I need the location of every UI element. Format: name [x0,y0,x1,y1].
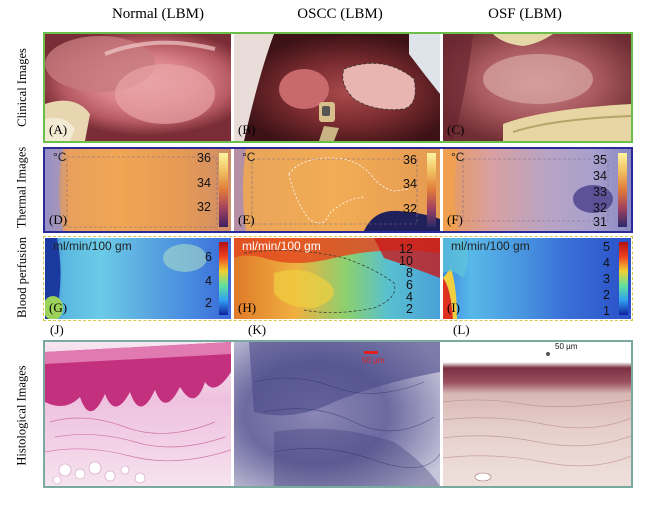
row-label-clinical: Clinical Images [14,47,29,127]
perfusion-tick-oscc-3: 6 [406,278,413,292]
thermal-tick-osf-4: 31 [593,215,607,229]
thermal-tick-normal-1: 34 [197,176,211,190]
thermal-colorbar-normal [219,153,228,227]
column-title-osf: OSF (LBM) [488,6,562,22]
perfusion-tick-osf-1: 4 [603,256,610,270]
perfusion-tick-osf-2: 3 [603,272,610,286]
panel-label-j: (J) [50,322,64,337]
thermal-image-oscc: °C 36 34 32 (E) [234,149,440,231]
thermal-normal-overlay [45,149,218,231]
perfusion-osf-overlay [443,238,468,319]
perfusion-tick-normal-1: 4 [205,274,212,288]
perfusion-tick-oscc-0: 12 [399,242,413,256]
perfusion-tick-oscc-1: 10 [399,254,413,268]
histology-image-oscc: 50 µm [234,342,440,486]
perfusion-tick-normal-2: 2 [205,296,212,310]
thermal-image-normal: °C 36 34 32 (D) [45,149,231,231]
perfusion-unit-osf: ml/min/100 gm [451,239,530,253]
thermal-tick-osf-2: 33 [593,185,607,199]
row-label-thermal: Thermal Images [14,146,29,229]
perfusion-image-oscc: ml/min/100 gm 12 10 8 6 4 2 (H) [234,238,440,319]
perfusion-tick-oscc-2: 8 [406,266,413,280]
thermal-colorbar-osf [618,153,627,227]
thermal-tick-osf-0: 35 [593,153,607,167]
panel-label-b: (B) [238,122,256,137]
perfusion-row-frame [43,236,633,321]
perfusion-oscc-overlay [234,238,440,313]
panel-label-a: (A) [49,122,68,137]
thermal-tick-osf-1: 34 [593,169,607,183]
perfusion-colorbar-osf [619,242,628,315]
clinical-normal-illustration [45,36,216,141]
perfusion-tick-normal-0: 6 [205,250,212,264]
panel-label-i: (I) [447,300,460,315]
clinical-osf-illustration [443,34,631,141]
panel-label-f: (F) [447,212,463,227]
perfusion-normal-overlay [45,238,207,319]
histology-oscc-scale: 50 µm [362,356,385,365]
histology-osf-scale: 50 µm [555,342,578,351]
thermal-unit-oscc: °C [242,150,256,164]
perfusion-tick-osf-4: 1 [603,304,610,318]
column-title-normal: Normal (LBM) [111,6,205,22]
column-title-oscc: OSCC (LBM) [297,6,383,22]
histology-image-normal [45,342,231,486]
perfusion-tick-osf-0: 5 [603,240,610,254]
thermal-tick-normal-0: 36 [197,151,211,165]
thermal-tick-oscc-0: 36 [403,153,417,167]
perfusion-image-normal: ml/min/100 gm 6 4 2 (G) [45,238,231,319]
clinical-image-normal: (A) [45,34,231,141]
panel-label-k: (K) [248,322,267,337]
histology-row-frame [43,340,633,488]
panel-label-c: (C) [447,122,465,137]
perfusion-unit-oscc: ml/min/100 gm [242,239,321,253]
thermal-tick-oscc-1: 34 [403,177,417,191]
thermal-tick-oscc-2: 32 [403,202,417,216]
row-label-perfusion: Blood perfusion [14,237,29,318]
clinical-oscc-illustration [234,34,440,141]
clinical-image-oscc: (B) [234,34,440,141]
thermal-unit-normal: °C [53,150,67,164]
thermal-colorbar-oscc [427,153,436,227]
histology-osf-illustration [443,352,631,482]
perfusion-tick-oscc-5: 2 [406,302,413,316]
thermal-oscc-overlay [234,149,440,231]
panel-label-l: (L) [453,322,470,337]
histology-oscc-illustration [249,342,440,486]
panel-label-e: (E) [238,212,255,227]
histology-normal-illustration [45,342,231,485]
clinical-image-osf: (C) [443,34,631,141]
perfusion-unit-normal: ml/min/100 gm [53,239,132,253]
panel-label-h: (H) [238,300,257,315]
thermal-image-osf: °C 35 34 33 32 31 (F) [443,149,631,231]
row-label-histology: Histological Images [14,364,29,466]
thermal-tick-osf-3: 32 [593,201,607,215]
panel-label-d: (D) [49,212,68,227]
perfusion-colorbar-normal [219,242,228,315]
perfusion-tick-osf-3: 2 [603,288,610,302]
thermal-unit-osf: °C [451,150,465,164]
clinical-row-frame [43,32,633,143]
perfusion-tick-oscc-4: 4 [406,290,413,304]
perfusion-image-osf: ml/min/100 gm 5 4 3 2 1 (I) [443,238,631,319]
thermal-osf-overlay [443,149,613,231]
panel-label-g: (G) [49,300,68,315]
thermal-row-frame [43,147,633,233]
histology-image-osf: 50 µm [443,342,631,486]
thermal-tick-normal-2: 32 [197,200,211,214]
